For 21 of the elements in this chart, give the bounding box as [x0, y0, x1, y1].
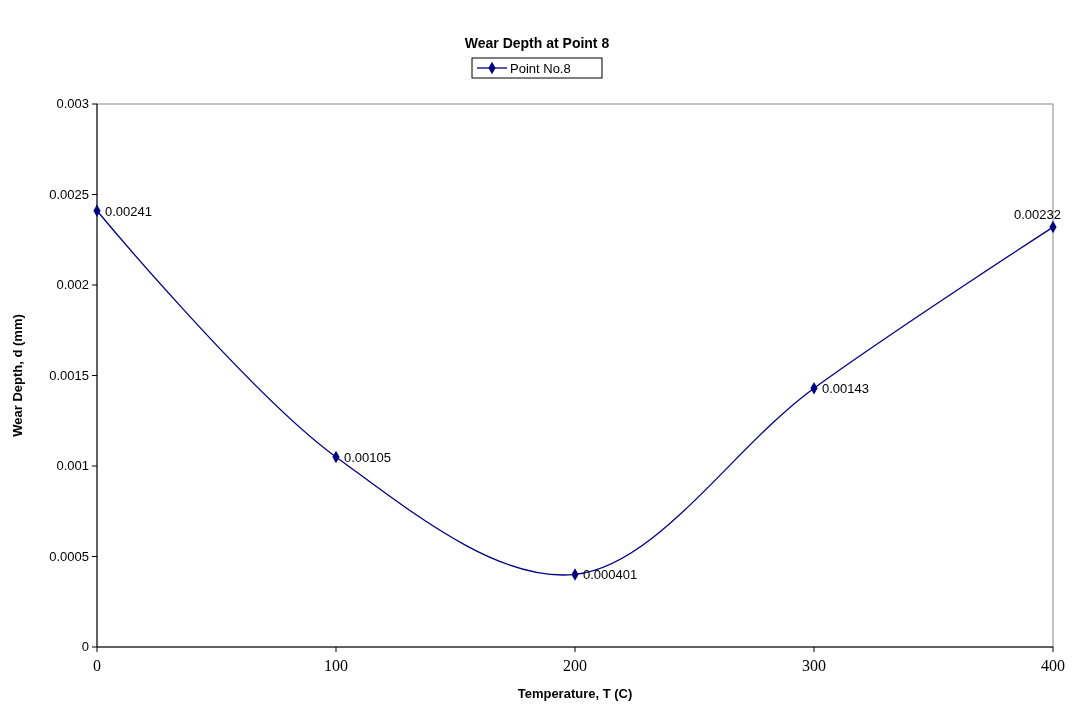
x-axis-title: Temperature, T (C) — [517, 686, 633, 701]
legend-label: Point No.8 — [510, 61, 571, 76]
y-tick-label: 0.001 — [56, 458, 89, 473]
x-tick-label: 300 — [802, 657, 826, 674]
data-label: 0.00232 — [1014, 207, 1061, 223]
data-label: 0.00241 — [105, 203, 152, 219]
data-label: 0.00105 — [344, 449, 391, 465]
x-tick-label: 200 — [563, 657, 587, 674]
y-tick-label: 0.0015 — [49, 367, 89, 383]
x-tick-label: 0 — [93, 657, 101, 674]
y-tick-label: 0 — [81, 639, 89, 654]
y-axis-title: Wear Depth, d (mm) — [10, 314, 25, 437]
data-label: 0.000401 — [583, 567, 638, 583]
chart-title: Wear Depth at Point 8 — [464, 35, 610, 51]
y-tick-label: 0.0025 — [49, 186, 89, 202]
y-tick-label: 0.0005 — [49, 548, 89, 564]
data-label: 0.00143 — [822, 381, 869, 397]
x-tick-label: 100 — [324, 657, 348, 674]
y-tick-label: 0.003 — [56, 96, 89, 111]
x-tick-label: 400 — [1041, 657, 1065, 674]
y-tick-label: 0.002 — [56, 277, 89, 292]
